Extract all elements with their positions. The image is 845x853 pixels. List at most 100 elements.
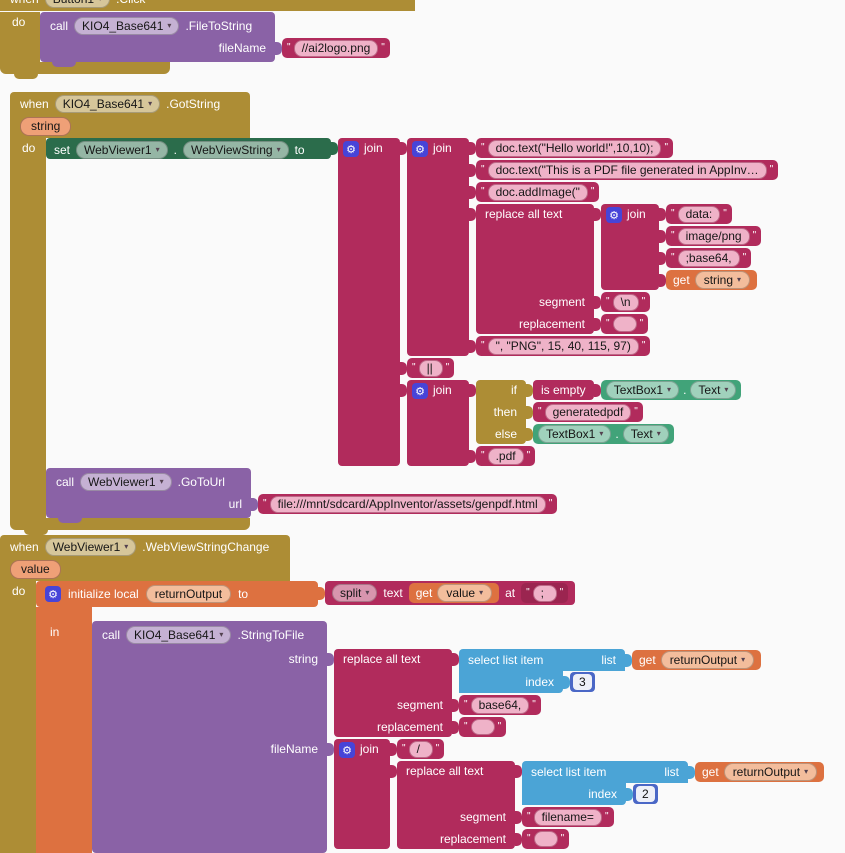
text-string-block[interactable]: " .pdf " [476,446,536,466]
string-field[interactable]: generatedpdf [544,403,632,421]
get-variable-block[interactable]: get value ▾ [408,583,500,603]
string-field[interactable]: filename= [533,808,602,826]
component-dropdown[interactable]: KIO4_Base641 ▾ [54,95,161,113]
set-webviewstring-block[interactable]: set WebViewer1 ▾ . WebViewString ▾ to ⚙ joi… [46,138,779,466]
join-block-outer[interactable]: ⚙ join ⚙ join " doc.text("Hello world!",10,… [338,138,779,466]
string-field[interactable]: //ai2logo.png [293,39,379,57]
string-field[interactable]: ;base64, [677,249,740,267]
when-button-click-block[interactable]: when Button1▾ .Click do call KIO4_Base64… [0,0,415,79]
event-param-chip[interactable]: string [20,116,72,136]
select-list-item-block[interactable]: select list item list get returnOutput ▾ in… [459,649,762,693]
component-dropdown[interactable]: WebViewer1 ▾ [80,473,172,491]
get-variable-block[interactable]: get returnOutput ▾ [695,762,825,782]
component-get-block[interactable]: TextBox1 ▾. Text ▾ [600,380,742,400]
property-dropdown[interactable]: Text ▾ [622,425,669,443]
string-field[interactable]: doc.addImage(" [487,183,588,201]
variable-dropdown[interactable]: returnOutput ▾ [723,763,818,781]
text-string-block[interactable]: " \n " [601,292,651,312]
property-dropdown[interactable]: WebViewString ▾ [182,141,289,159]
gear-icon[interactable]: ⚙ [343,141,359,157]
get-variable-block[interactable]: get returnOutput ▾ [632,650,762,670]
string-field[interactable]: file:///mnt/sdcard/AppInventor/assets/ge… [269,495,546,513]
property-dropdown[interactable]: Text ▾ [690,381,737,399]
text-string-block[interactable]: " ", "PNG", 15, 40, 115, 97) " [476,336,651,356]
variable-dropdown[interactable]: returnOutput ▾ [660,651,755,669]
gear-icon[interactable]: ⚙ [412,141,428,157]
text-string-block[interactable]: " / " [397,739,445,759]
string-field[interactable]: doc.text("This is a PDF file generated i… [487,161,767,179]
component-dropdown[interactable]: WebViewer1 ▾ [44,538,137,556]
string-field[interactable] [533,831,558,847]
gear-icon[interactable]: ⚙ [412,383,428,399]
gear-icon[interactable]: ⚙ [45,586,61,602]
number-field[interactable]: 2 [636,786,655,802]
select-list-item-block[interactable]: select list item list get returnOutput ▾ in… [522,761,825,805]
text-string-block[interactable]: " doc.text("This is a PDF file generated … [476,160,779,180]
text-string-block[interactable]: " " [601,314,649,334]
when-webviewstringchange-block[interactable]: when WebViewer1 ▾ .WebViewStringChange va… [0,535,825,853]
component-dropdown[interactable]: WebViewer1 ▾ [76,141,168,159]
socket-notch [515,811,522,824]
string-field[interactable]: || [418,359,443,377]
text-string-block[interactable]: " " [459,717,507,737]
number-block[interactable]: 2 [633,784,658,804]
string-field[interactable]: \n [612,293,639,311]
split-block[interactable]: split ▾ text get value ▾ at "; " [325,581,576,605]
component-dropdown[interactable]: TextBox1 ▾ [605,381,680,399]
text-string-block[interactable]: " filename= " [522,807,614,827]
text-string-block[interactable]: " generatedpdf " [533,402,643,422]
call-gotourl-block[interactable]: call WebViewer1 ▾ .GoToUrl url " file:///m… [46,468,558,523]
component-dropdown[interactable]: TextBox1 ▾ [538,425,612,443]
string-field[interactable]: image/png [677,227,750,245]
join-block-data[interactable]: ⚙ join " data: " " image/png " " ;base64, " [601,204,762,290]
text-string-block[interactable]: "//ai2logo.png " [282,38,390,58]
split-dropdown[interactable]: split ▾ [332,584,378,602]
join-block-inner[interactable]: ⚙ join " doc.text("Hello world!",10,10); " … [407,138,779,356]
local-name-field[interactable]: returnOutput [145,585,232,603]
text-string-block[interactable]: " doc.addImage(" " [476,182,600,202]
string-field[interactable] [612,316,637,332]
when-gotstring-block[interactable]: when KIO4_Base641 ▾ .GotString string do … [10,92,779,535]
gear-icon[interactable]: ⚙ [339,742,355,758]
replace-all-text-block[interactable]: replace all text ⚙ join " data: " [476,204,762,334]
string-field[interactable]: ; [532,584,557,602]
call-filetostring-block[interactable]: call KIO4_Base641 ▾ .FileToString fileNam… [40,12,390,67]
get-variable-block[interactable]: get string ▾ [666,270,758,290]
component-dropdown[interactable]: KIO4_Base641 ▾ [126,626,232,644]
component-dropdown[interactable]: KIO4_Base641 ▾ [74,17,180,35]
call-stringtofile-block[interactable]: call KIO4_Base641 ▾ .StringToFile string … [92,621,825,853]
number-block[interactable]: 3 [570,672,595,692]
number-field[interactable]: 3 [573,674,592,690]
text-string-block[interactable]: " || " [407,358,455,378]
string-field[interactable]: base64, [470,696,530,714]
string-field[interactable]: .pdf [487,447,524,465]
text-string-block[interactable]: " " [522,829,570,849]
text-string-block[interactable]: " ;base64, " [666,248,752,268]
do-slot: do [0,12,40,62]
event-param-chip[interactable]: value [10,559,61,579]
string-field[interactable]: data: [677,205,721,223]
initialize-local-block[interactable]: ⚙ initialize local returnOutput to split… [36,581,576,607]
text-string-block[interactable]: " image/png " [666,226,762,246]
variable-dropdown[interactable]: value ▾ [437,584,493,602]
text-string-block[interactable]: "; " [521,583,569,603]
join-block-path[interactable]: ⚙ join " / " replace all text [334,739,825,849]
replace-all-text-block[interactable]: replace all text select list item list ge… [334,649,762,737]
string-field[interactable]: doc.text("Hello world!",10,10); [487,139,662,157]
variable-dropdown[interactable]: string ▾ [694,271,751,289]
string-field[interactable] [470,719,495,735]
string-field[interactable]: ", "PNG", 15, 40, 115, 97) [487,337,639,355]
string-field[interactable]: / [408,740,433,758]
gear-icon[interactable]: ⚙ [606,207,622,223]
text-string-block[interactable]: " base64, " [459,695,541,715]
join-block-filename[interactable]: ⚙ join if is empt [407,380,742,466]
is-empty-block[interactable]: is empty [533,380,594,400]
if-then-else-block[interactable]: if is empty TextBox1 ▾. Text ▾ [476,380,742,444]
text-string-block[interactable]: " data: " [666,204,732,224]
text-string-block[interactable]: " doc.text("Hello world!",10,10); " [476,138,674,158]
component-dropdown[interactable]: Button1▾ [44,0,111,8]
component-get-block[interactable]: TextBox1 ▾. Text ▾ [533,424,674,444]
replace-all-text-block[interactable]: replace all text select list item list [397,761,825,849]
text-string-block[interactable]: " file:///mnt/sdcard/AppInventor/assets/g… [258,494,558,514]
